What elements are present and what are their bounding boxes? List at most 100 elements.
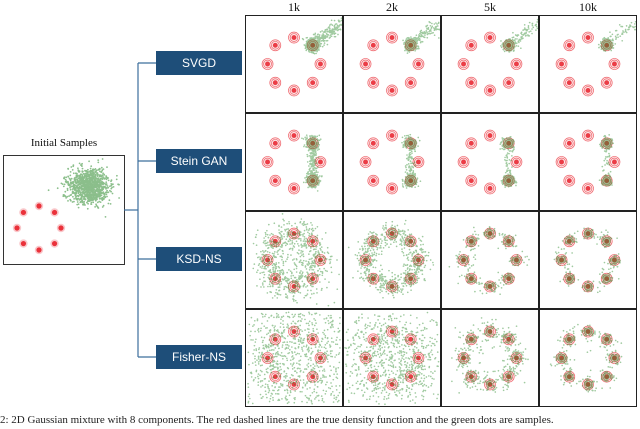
target-mode-1 — [510, 57, 523, 71]
target-mode-7 — [581, 227, 595, 240]
plot-canvas — [555, 129, 621, 195]
target-mode-0 — [600, 235, 613, 248]
column-header-10k: 10k — [579, 0, 597, 14]
target-mode-6 — [367, 39, 380, 52]
target-mode-7 — [581, 129, 595, 142]
target-mode-4 — [563, 76, 576, 89]
target-mode-6 — [465, 137, 478, 150]
target-mode-4 — [465, 174, 478, 187]
target-mode-2 — [404, 370, 417, 383]
sample-points — [500, 18, 538, 53]
plot-svgd-1k — [245, 15, 343, 113]
initial-target-mode-6 — [34, 201, 44, 211]
target-mode-0 — [502, 39, 515, 52]
target-mode-3 — [287, 84, 301, 97]
target-mode-5 — [261, 57, 274, 71]
target-mode-6 — [563, 137, 576, 150]
sample-points — [499, 135, 518, 188]
target-mode-3 — [483, 280, 497, 293]
sample-points — [252, 213, 340, 307]
plot-steingan-10k — [539, 113, 637, 211]
target-mode-0 — [404, 235, 417, 248]
target-mode-5 — [555, 253, 568, 267]
plot-canvas — [359, 21, 440, 97]
target-mode-4 — [465, 272, 478, 285]
initial-target-mode-4 — [12, 223, 22, 233]
target-mode-3 — [581, 378, 595, 391]
initial-samples-plot — [12, 158, 120, 255]
target-mode-7 — [385, 129, 399, 142]
target-mode-1 — [510, 351, 523, 365]
target-mode-3 — [287, 182, 301, 195]
target-mode-3 — [581, 280, 595, 293]
sample-points — [301, 17, 342, 55]
target-mode-7 — [483, 129, 497, 142]
target-mode-4 — [269, 76, 282, 89]
target-mode-2 — [404, 174, 417, 187]
sample-points — [247, 311, 341, 405]
target-mode-4 — [563, 370, 576, 383]
target-mode-3 — [287, 280, 301, 293]
initial-samples-panel — [3, 155, 125, 265]
target-mode-4 — [367, 76, 380, 89]
target-mode-5 — [359, 57, 372, 71]
target-mode-5 — [261, 253, 274, 267]
sample-points — [344, 311, 440, 406]
target-mode-6 — [367, 137, 380, 150]
target-mode-5 — [555, 57, 568, 71]
target-mode-6 — [465, 39, 478, 52]
plot-canvas — [344, 311, 440, 406]
target-mode-2 — [306, 370, 319, 383]
target-mode-0 — [306, 333, 319, 346]
target-mode-0 — [306, 137, 319, 150]
target-mode-5 — [555, 155, 568, 169]
initial-target-mode-0 — [56, 223, 66, 233]
plot-svgd-5k — [441, 15, 539, 113]
target-mode-4 — [563, 272, 576, 285]
target-mode-6 — [563, 235, 576, 248]
plot-canvas — [457, 18, 538, 97]
sample-points — [402, 21, 440, 54]
initial-target-mode-5 — [19, 208, 28, 217]
initial-target-mode-7 — [50, 208, 59, 217]
target-mode-1 — [314, 253, 327, 267]
target-mode-5 — [359, 253, 372, 267]
target-mode-6 — [367, 235, 380, 248]
initial-target-mode-3 — [19, 239, 28, 248]
initial-target-mode-2 — [34, 245, 44, 255]
target-mode-4 — [367, 272, 380, 285]
target-mode-4 — [269, 272, 282, 285]
target-mode-5 — [359, 351, 372, 365]
plot-steingan-1k — [245, 113, 343, 211]
target-mode-0 — [306, 235, 319, 248]
plot-svgd-2k — [343, 15, 441, 113]
target-mode-6 — [465, 235, 478, 248]
plot-canvas — [553, 227, 622, 294]
target-mode-2 — [306, 272, 319, 285]
method-label-svgd: SVGD — [156, 51, 242, 75]
target-mode-6 — [563, 39, 576, 52]
target-mode-3 — [385, 182, 399, 195]
plot-fisherns-1k — [245, 309, 343, 407]
target-mode-3 — [385, 378, 399, 391]
target-mode-1 — [608, 351, 621, 365]
plot-fisherns-10k — [539, 309, 637, 407]
target-mode-1 — [510, 155, 523, 169]
target-mode-0 — [502, 333, 515, 346]
plot-canvas — [555, 20, 636, 97]
target-mode-0 — [600, 333, 613, 346]
plot-canvas — [359, 129, 425, 195]
plot-canvas — [448, 225, 530, 296]
target-mode-3 — [581, 182, 595, 195]
sample-points — [347, 219, 435, 299]
target-mode-5 — [457, 155, 470, 169]
target-mode-2 — [502, 174, 515, 187]
target-mode-6 — [563, 333, 576, 346]
plot-canvas — [252, 213, 340, 307]
target-mode-0 — [404, 39, 417, 52]
sample-points — [448, 225, 530, 296]
plot-canvas — [451, 317, 529, 394]
sample-points — [401, 133, 422, 189]
target-mode-4 — [269, 174, 282, 187]
column-header-5k: 5k — [484, 0, 496, 14]
